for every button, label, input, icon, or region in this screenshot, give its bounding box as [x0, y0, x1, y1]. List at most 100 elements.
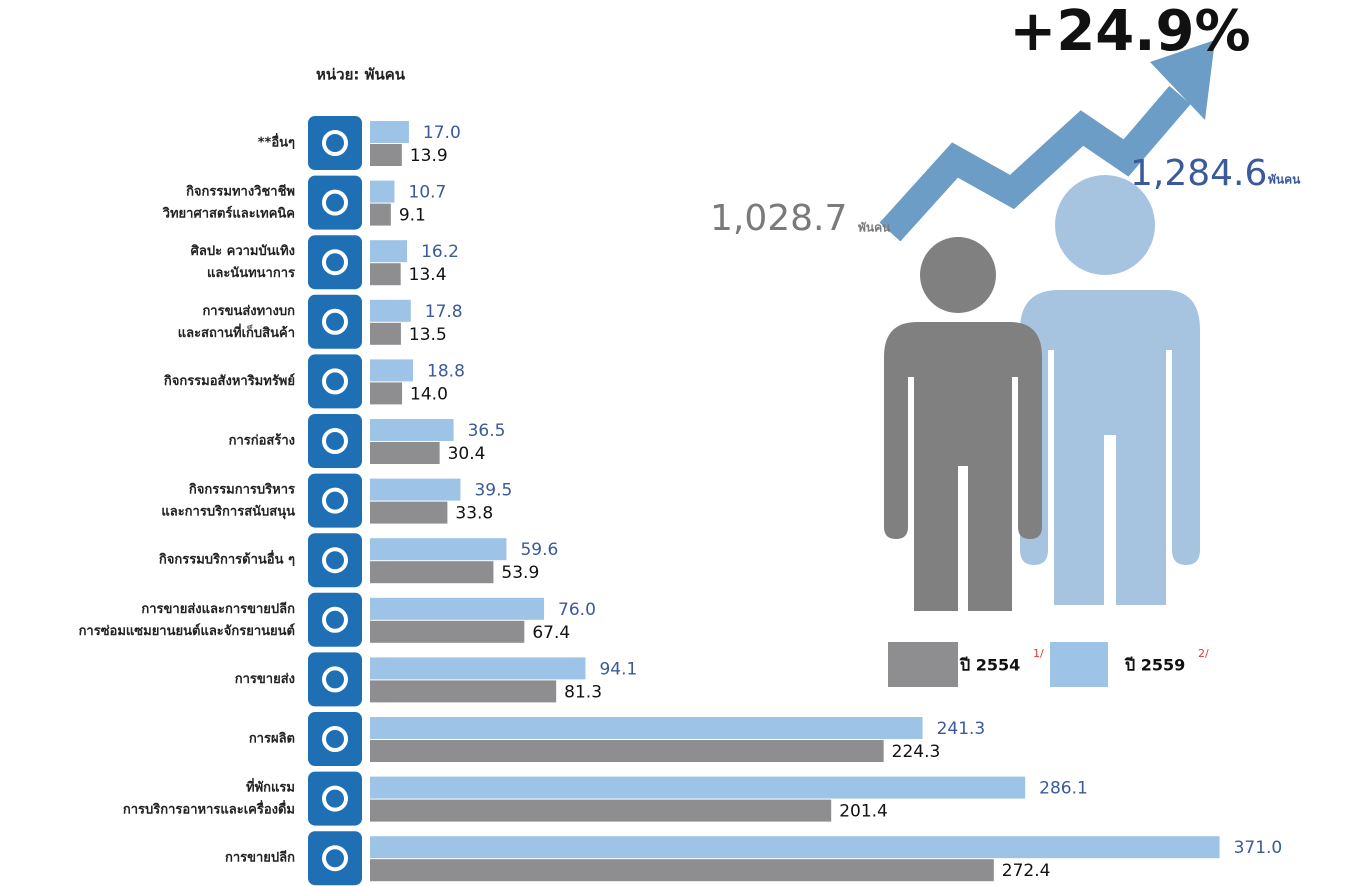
unit-label: หน่วย: พันคน: [316, 66, 406, 84]
category-label: การผลิต: [249, 732, 295, 747]
category-line: กิจกรรมการบริหาร: [189, 482, 295, 497]
bar: [370, 203, 391, 226]
bar: [370, 501, 448, 524]
person-blue: [1020, 175, 1200, 605]
category-label: ศิลปะ ความบันเทิงและนันทนาการ: [191, 244, 295, 281]
bar: [370, 144, 402, 166]
category-label: การขนส่งทางบกและสถานที่เก็บสินค้า: [178, 303, 295, 340]
value-label: 33.8: [455, 504, 493, 524]
total-2559: 1,284.6: [1130, 153, 1267, 194]
total-unit: พันคน: [1268, 173, 1301, 187]
bar: [370, 561, 494, 584]
bar: [370, 740, 884, 762]
total-2554: 1,028.7: [710, 198, 847, 239]
bar: [370, 180, 395, 203]
total-unit: พันคน: [858, 221, 891, 235]
legend-swatch: [888, 642, 958, 687]
value-label: 17.0: [423, 123, 461, 143]
bar: [370, 121, 409, 143]
value-label: 201.4: [839, 802, 888, 822]
category-line: การบริการอาหารและเครื่องดื่ม: [123, 799, 295, 817]
bar: [370, 836, 1220, 859]
growth-arrow: [879, 85, 1191, 242]
category-line: ที่พักแรม: [246, 777, 295, 795]
value-label: 39.5: [474, 481, 512, 501]
icon-glyph: [322, 368, 348, 395]
category-icon: [308, 771, 362, 826]
bar: [370, 776, 1026, 799]
icon-glyph: [322, 189, 348, 216]
category-label: ที่พักแรมการบริการอาหารและเครื่องดื่ม: [123, 777, 295, 817]
legend-label: ปี 2554: [959, 656, 1021, 675]
icon-glyph: [322, 428, 348, 454]
category-line: การซ่อมแซมยานยนต์และจักรยานยนต์: [79, 622, 295, 638]
value-label: 10.7: [409, 183, 447, 203]
icon-glyph: [322, 606, 348, 633]
category-label: การขายส่งและการขายปลีกการซ่อมแซมยานยนต์แ…: [79, 600, 296, 638]
value-label: 9.1: [399, 206, 426, 226]
category-label: กิจกรรมบริการด้านอื่น ๆ: [159, 550, 295, 568]
category-label: **อื่นๆ: [258, 133, 295, 151]
icon-glyph: [322, 249, 348, 276]
arrow-head: [1150, 40, 1215, 120]
bar: [370, 263, 401, 286]
bar: [370, 717, 923, 739]
category-icon: [308, 414, 362, 468]
category-icon: [308, 473, 362, 528]
value-label: 371.0: [1234, 838, 1283, 858]
value-label: 272.4: [1002, 861, 1051, 881]
category-line: และการบริการสนับสนุน: [161, 504, 295, 519]
category-icon: [308, 354, 362, 409]
category-line: และนันทนาการ: [207, 266, 295, 281]
value-label: 16.2: [421, 242, 459, 262]
bar: [370, 657, 586, 680]
bar: [370, 382, 403, 405]
category-icon: [308, 712, 362, 766]
bar: [370, 419, 454, 441]
bar: [370, 538, 507, 561]
icon-glyph: [322, 487, 348, 514]
value-label: 59.6: [520, 540, 558, 560]
icon-glyph: [322, 130, 348, 156]
legend-swatch: [1050, 642, 1108, 687]
icon-glyph: [322, 845, 348, 872]
bar: [370, 799, 832, 822]
category-label: การขายส่ง: [235, 672, 295, 687]
icon-glyph: [322, 547, 348, 574]
legend-note: 1/: [1033, 647, 1044, 660]
category-label: กิจกรรมการบริหารและการบริการสนับสนุน: [161, 482, 295, 519]
category-label: การก่อสร้าง: [229, 433, 295, 449]
bar: [370, 240, 408, 263]
value-label: 30.4: [448, 444, 486, 464]
value-label: 76.0: [558, 600, 596, 620]
value-label: 53.9: [501, 563, 539, 583]
icon-glyph: [322, 726, 348, 752]
icon-glyph: [322, 308, 348, 335]
category-label: กิจกรรมอสังหาริมทรัพย์: [164, 373, 295, 389]
value-label: 18.8: [427, 361, 465, 381]
value-label: 241.3: [937, 719, 986, 739]
value-label: 13.4: [409, 265, 447, 285]
bar: [370, 442, 440, 464]
category-line: และสถานที่เก็บสินค้า: [178, 322, 295, 340]
category-icon: [308, 116, 362, 170]
growth-label: +24.9%: [1009, 0, 1250, 64]
category-line: การขายส่งและการขายปลีก: [141, 600, 295, 616]
icon-glyph: [322, 785, 348, 812]
person-gray: [884, 237, 1042, 611]
category-icon: [308, 831, 362, 886]
category-icon: [308, 533, 362, 588]
value-label: 13.5: [409, 325, 447, 345]
bar: [370, 859, 994, 882]
bar: [370, 299, 411, 322]
value-label: 67.4: [532, 623, 570, 643]
value-label: 286.1: [1039, 779, 1088, 799]
category-line: ศิลปะ ความบันเทิง: [191, 244, 295, 259]
category-label: การขายปลีก: [225, 850, 295, 866]
category-icon: [308, 652, 362, 707]
bar: [370, 620, 525, 643]
value-label: 14.0: [410, 384, 448, 404]
bar: [370, 597, 545, 620]
value-label: 13.9: [410, 146, 448, 166]
